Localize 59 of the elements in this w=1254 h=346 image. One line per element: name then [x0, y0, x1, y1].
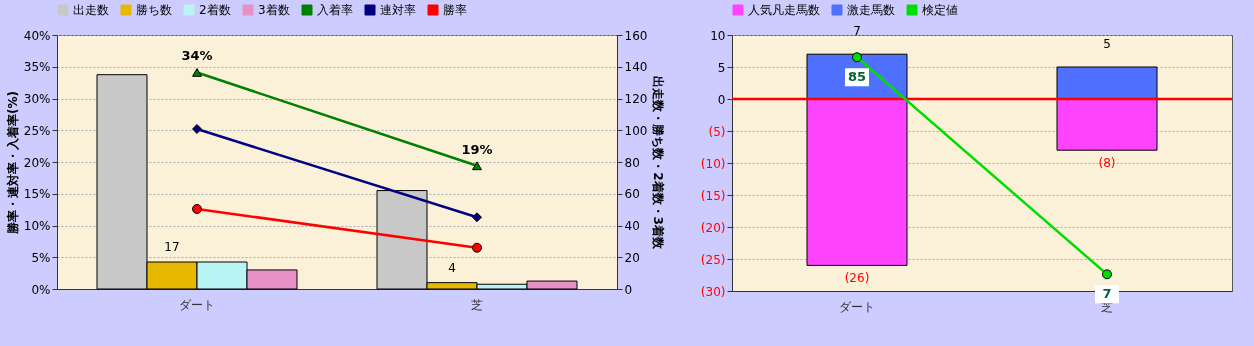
data-label: (8)	[1098, 156, 1116, 171]
y-axis-title: 勝率・連対率・入着率(%)	[5, 91, 20, 235]
data-label: 19%	[461, 141, 493, 157]
legend-label: 連対率	[380, 3, 416, 17]
y2-tick-label: 0	[624, 282, 633, 297]
data-label: (26)	[844, 271, 870, 286]
y2-tick-label: 100	[624, 123, 648, 138]
y-tick-label: (30)	[700, 284, 726, 299]
data-label: 4	[448, 260, 456, 275]
data-label: 7	[1102, 286, 1112, 302]
y-tick-label: 15%	[23, 187, 51, 202]
y2-tick-label: 60	[624, 187, 640, 202]
y2-tick-label: 80	[624, 155, 640, 170]
legend-label: 人気凡走馬数	[748, 3, 820, 17]
legend-label: 激走馬数	[847, 3, 895, 17]
data-label: 17	[164, 240, 180, 255]
x-tick-label: 芝	[471, 297, 483, 312]
point	[192, 204, 202, 214]
y2-axis-title: 出走数・勝ち数・2着数・3着数	[651, 76, 666, 250]
bar	[806, 98, 908, 266]
y-tick-label: 40%	[23, 28, 51, 43]
bar	[1056, 98, 1158, 151]
y-tick-label: (5)	[708, 124, 726, 139]
bar	[1056, 66, 1158, 100]
legend-label: 勝ち数	[136, 3, 172, 17]
data-label: 85	[847, 69, 867, 85]
legend-label: 検定値	[922, 3, 958, 17]
point	[472, 242, 482, 253]
point	[192, 124, 202, 134]
legend-label: 勝率	[443, 3, 467, 17]
x-tick-label: ダート	[179, 297, 215, 312]
y2-tick-label: 20	[624, 250, 640, 265]
legend-label: 2着数	[199, 3, 231, 17]
y-tick-label: 10%	[23, 219, 51, 233]
y-tick-label: (10)	[700, 156, 726, 171]
data-label: 5	[1103, 37, 1111, 51]
y-tick-label: 30%	[23, 92, 51, 106]
point	[472, 212, 482, 223]
y-tick-label: 0%	[31, 282, 51, 297]
legend-label: 出走数	[73, 3, 109, 17]
y-tick-label: 25%	[23, 123, 51, 138]
data-label: 7	[853, 24, 861, 39]
y-tick-label: 5%	[31, 250, 51, 265]
data-label: 34%	[181, 48, 213, 64]
legend-label: 入着率	[317, 3, 353, 17]
y2-tick-label: 140	[624, 60, 648, 75]
y-tick-label: (20)	[700, 220, 726, 235]
y2-tick-label: 160	[624, 28, 648, 43]
y-tick-label: (25)	[700, 252, 726, 267]
y2-tick-label: 40	[624, 219, 640, 233]
y-tick-label: 5	[717, 60, 726, 75]
y-tick-label: 20%	[23, 155, 51, 170]
y-tick-label: 35%	[23, 60, 51, 75]
y-tick-label: 0	[717, 92, 726, 107]
x-tick-label: ダート	[839, 299, 875, 314]
y-tick-label: 10	[710, 28, 726, 43]
legend-label: 3着数	[258, 3, 290, 17]
y-tick-label: (15)	[700, 188, 726, 203]
y2-tick-label: 120	[624, 92, 648, 106]
